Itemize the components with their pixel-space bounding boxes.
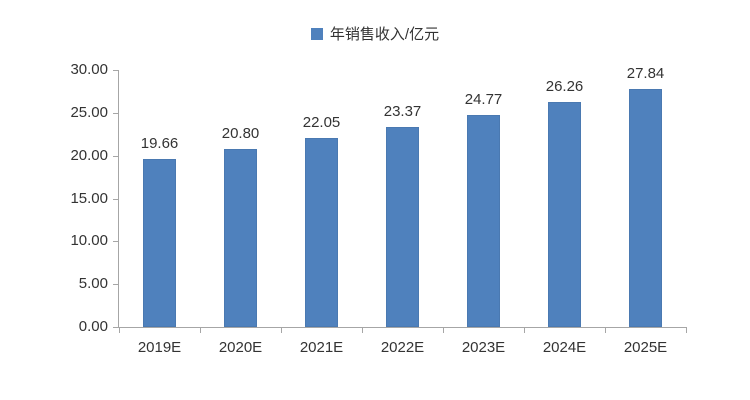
bar [548,102,581,327]
x-axis-category-label: 2023E [461,339,506,356]
y-axis-tick-label: 10.00 [70,232,108,250]
bar-value-label: 27.84 [626,64,665,82]
legend-marker-icon [310,27,323,40]
legend: 年销售收入/亿元 [0,23,750,44]
bar [224,148,257,327]
bar [467,114,500,327]
y-axis-tick-label: 15.00 [70,189,108,207]
y-axis-tick-label: 0.00 [78,318,108,335]
y-axis-tick [113,327,119,328]
x-axis-tick [362,327,363,333]
y-axis-tick [113,112,119,114]
bar-value-label: 24.77 [464,90,503,108]
bar [386,126,419,327]
x-axis-category-label: 2024E [542,339,587,356]
bar [629,88,662,327]
bar-value-label: 19.66 [140,134,179,152]
x-axis-category-label: 2022E [380,339,425,356]
x-axis-tick [281,327,282,333]
y-axis-tick-label: 5.00 [78,275,108,293]
bar-value-label: 20.80 [221,124,260,142]
x-axis-tick [686,327,687,333]
x-axis-category-label: 2019E [137,339,182,356]
y-axis-tick-label: 20.00 [70,146,108,164]
x-axis-tick [200,327,201,333]
bar-value-label: 26.26 [545,78,584,96]
bar [305,138,338,327]
y-axis-tick [113,241,119,243]
y-axis-tick [113,198,119,200]
x-axis-tick [524,327,525,333]
y-axis-tick [113,284,119,286]
x-axis-category-label: 2020E [218,339,263,356]
plot-area: 0.00 5.00 10.00 15.00 20.00 25.00 30.00 19.66 20… [70,61,687,356]
x-axis-tick [119,327,120,333]
bar-value-label: 22.05 [302,114,341,132]
x-axis-category-label: 2021E [299,339,344,356]
y-axis-tick [113,70,119,71]
y-axis-tick [113,155,119,157]
y-axis-tick-label: 30.00 [70,61,108,78]
bar [143,158,176,327]
legend-label: 年销售收入/亿元 [329,26,440,43]
x-axis-category-label: 2025E [623,339,668,356]
x-axis-tick [443,327,444,333]
bar-value-label: 23.37 [383,102,422,120]
x-axis-tick [605,327,606,333]
y-axis-tick-label: 25.00 [70,103,108,121]
